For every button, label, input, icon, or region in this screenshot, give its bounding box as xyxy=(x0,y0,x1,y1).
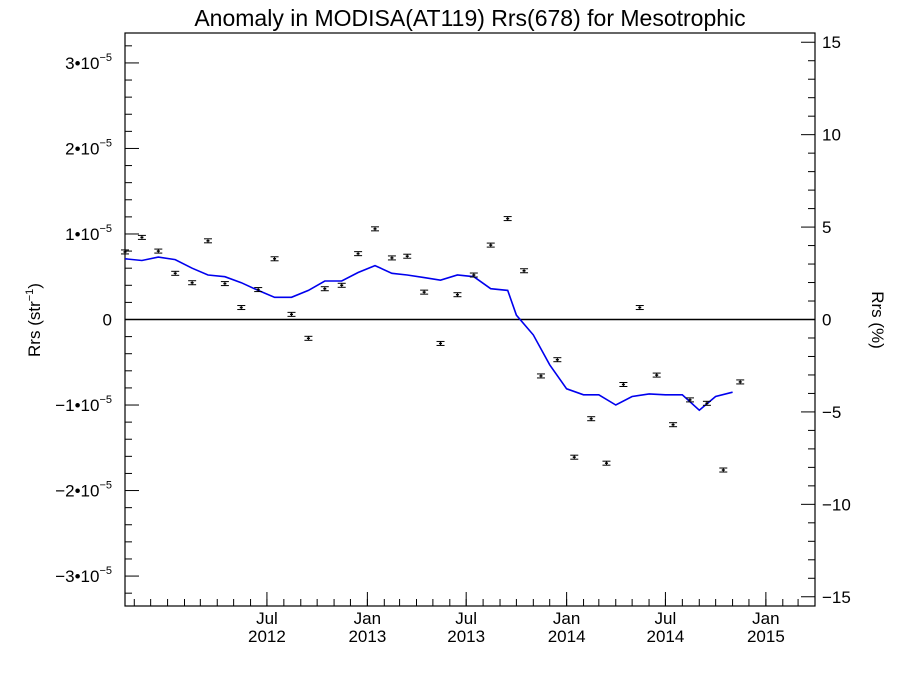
x-tick-year: 2014 xyxy=(647,627,685,646)
trend-line xyxy=(124,256,733,412)
data-point xyxy=(320,286,329,292)
left-tick-label: 2•10−5 xyxy=(65,137,112,158)
data-point xyxy=(220,281,229,287)
left-axis-label-exp: −1 xyxy=(24,289,36,302)
right-tick-label: 10 xyxy=(822,126,841,145)
left-tick-mantissa: −3•10 xyxy=(55,567,99,586)
left-axis: 3•10−52•10−51•10−50−1•10−5−2•10−5−3•10−5 xyxy=(55,45,139,594)
data-point xyxy=(420,289,429,295)
right-axis: 15 10 5 0 −5 −10 −15 xyxy=(801,33,851,607)
x-axis: Jul2012Jan2013Jul2013Jan2014Jul2014Jan20… xyxy=(133,592,816,646)
data-point xyxy=(154,248,163,254)
x-tick-year: 2012 xyxy=(248,627,286,646)
data-point xyxy=(486,242,495,248)
data-point xyxy=(387,255,396,261)
data-point xyxy=(553,357,562,363)
data-point xyxy=(469,272,478,278)
left-tick-mantissa: 1•10 xyxy=(65,225,99,244)
data-point xyxy=(652,372,661,378)
data-point xyxy=(570,454,579,460)
data-point xyxy=(619,381,628,387)
data-point xyxy=(203,238,212,244)
left-tick-exponent: −5 xyxy=(99,137,112,149)
chart-title: Anomaly in MODISA(AT119) Rrs(678) for Me… xyxy=(194,5,745,31)
left-tick-label: 1•10−5 xyxy=(65,223,112,244)
data-point xyxy=(736,379,745,385)
right-tick-label: 15 xyxy=(822,33,841,52)
data-point xyxy=(287,311,296,317)
right-tick-label: 5 xyxy=(822,218,831,237)
anomaly-points xyxy=(121,216,745,473)
x-tick-month: Jul xyxy=(455,609,477,628)
data-point xyxy=(503,216,512,222)
data-point xyxy=(669,422,678,428)
data-point xyxy=(719,467,728,473)
left-tick-mantissa: 2•10 xyxy=(65,139,99,158)
data-point xyxy=(354,251,363,257)
left-axis-label: Rrs (str−1) xyxy=(24,283,44,357)
data-point xyxy=(304,335,313,341)
left-tick-label: −1•10−5 xyxy=(55,394,112,415)
left-tick-mantissa: −2•10 xyxy=(55,482,99,501)
left-tick-mantissa: −1•10 xyxy=(55,396,99,415)
data-point xyxy=(371,226,380,232)
left-tick-label: 3•10−5 xyxy=(65,52,112,73)
left-tick-exponent: −5 xyxy=(99,52,112,64)
data-point xyxy=(520,268,529,274)
data-point xyxy=(171,270,180,276)
left-tick-mantissa: 0 xyxy=(103,311,112,330)
data-point xyxy=(270,256,279,262)
right-tick-label: −15 xyxy=(822,588,851,607)
data-point xyxy=(587,416,596,422)
x-tick-year: 2013 xyxy=(447,627,485,646)
x-tick-year: 2014 xyxy=(548,627,586,646)
x-tick-year: 2013 xyxy=(348,627,386,646)
data-point xyxy=(436,340,445,346)
data-point xyxy=(453,292,462,298)
left-tick-exponent: −5 xyxy=(99,223,112,235)
right-tick-label: −5 xyxy=(822,403,841,422)
data-point xyxy=(121,249,129,255)
left-tick-label: −3•10−5 xyxy=(55,565,112,586)
data-point xyxy=(536,373,545,379)
x-tick-month: Jul xyxy=(256,609,278,628)
x-tick-month: Jul xyxy=(655,609,677,628)
data-point xyxy=(237,305,246,311)
data-point xyxy=(702,400,711,406)
left-tick-exponent: −5 xyxy=(99,480,112,492)
x-tick-month: Jan xyxy=(553,609,580,628)
left-tick-mantissa: 3•10 xyxy=(65,54,99,73)
data-point xyxy=(602,460,611,466)
left-tick-exponent: −5 xyxy=(99,394,112,406)
x-tick-month: Jan xyxy=(354,609,381,628)
right-tick-label: 0 xyxy=(822,311,831,330)
right-tick-label: −10 xyxy=(822,495,851,514)
left-tick-label: −2•10−5 xyxy=(55,480,112,501)
left-tick-label: 0 xyxy=(103,311,112,330)
data-point xyxy=(635,305,644,311)
left-axis-label-end: ) xyxy=(25,283,44,289)
data-point xyxy=(685,397,694,403)
left-axis-label-base: Rrs (str xyxy=(25,301,44,357)
data-point xyxy=(337,282,346,288)
data-point xyxy=(254,287,263,293)
left-tick-exponent: −5 xyxy=(99,565,112,577)
data-point xyxy=(403,253,412,259)
data-point xyxy=(188,280,197,286)
x-tick-year: 2015 xyxy=(747,627,785,646)
x-tick-month: Jan xyxy=(752,609,779,628)
data-point xyxy=(137,234,146,240)
right-axis-label: Rrs (%) xyxy=(868,291,887,349)
